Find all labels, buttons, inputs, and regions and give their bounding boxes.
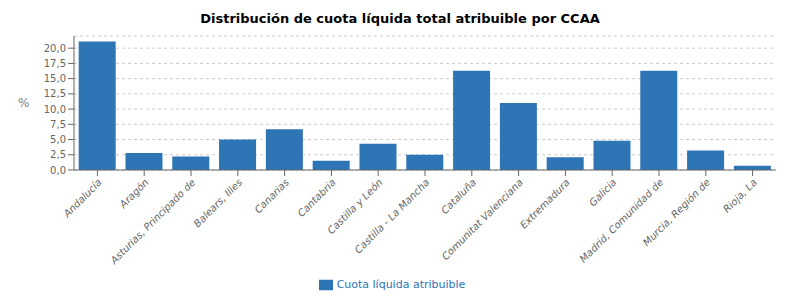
svg-text:Rioja, La: Rioja, La <box>721 177 759 215</box>
svg-text:12,5: 12,5 <box>44 88 66 99</box>
svg-text:17,5: 17,5 <box>44 58 66 69</box>
svg-text:Castilla - La Mancha: Castilla - La Mancha <box>353 177 432 256</box>
svg-text:0,0: 0,0 <box>50 165 66 176</box>
svg-text:Cataluña: Cataluña <box>439 177 478 216</box>
html-text:Cuota líquida atribuible: Cuota líquida atribuible <box>336 278 466 291</box>
svg-text:Balears, Illes: Balears, Illes <box>191 177 244 230</box>
svg-text:15,0: 15,0 <box>44 73 66 84</box>
svg-text:5,0: 5,0 <box>50 134 66 145</box>
svg-text:Comunitat Valenciana: Comunitat Valenciana <box>440 177 526 263</box>
svg-text:Murcia, Región de: Murcia, Región de <box>641 177 713 249</box>
svg-text:Asturias, Principado de: Asturias, Principado de <box>108 177 198 267</box>
svg-text:Castilla y León: Castilla y León <box>325 176 385 237</box>
svg-text:20,0: 20,0 <box>44 43 66 54</box>
svg-text:Cantabria: Cantabria <box>295 177 337 219</box>
svg-text:%: % <box>18 96 29 110</box>
svg-text:Extremadura: Extremadura <box>518 177 572 231</box>
svg-text:2,5: 2,5 <box>50 149 66 160</box>
svg-text:7,5: 7,5 <box>50 119 66 130</box>
svg-text:Aragón: Aragón <box>117 177 151 211</box>
svg-text:10,0: 10,0 <box>44 104 66 115</box>
svg-text:Andalucía: Andalucía <box>61 177 104 220</box>
svg-text:Galicia: Galicia <box>587 177 619 209</box>
svg-text:Madrid, Comunidad de: Madrid, Comunidad de <box>577 177 665 265</box>
svg-text:Canarias: Canarias <box>252 177 291 216</box>
html-text:Distribución de cuota líquida: Distribución de cuota líquida total atri… <box>200 11 600 26</box>
